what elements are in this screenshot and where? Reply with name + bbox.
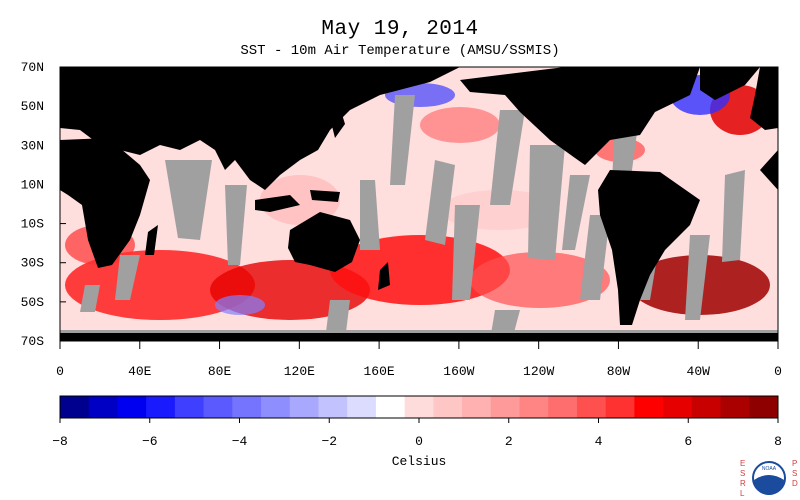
map-subtitle: SST - 10m Air Temperature (AMSU/SSMIS) <box>240 43 560 59</box>
colorbar-tick-label: −4 <box>232 434 248 449</box>
colorbar-swatch <box>749 396 779 418</box>
colorbar-swatch <box>519 396 549 418</box>
lat-label: 10S <box>21 217 45 232</box>
lon-label: 0 <box>774 364 782 379</box>
lon-label: 40W <box>687 364 711 379</box>
lon-label: 160W <box>443 364 474 379</box>
colorbar-swatch <box>691 396 722 418</box>
colorbar-swatch <box>375 396 406 418</box>
colorbar-swatch <box>146 396 176 418</box>
colorbar-ticks: −8 −6 −4 −2 0 2 4 6 8 <box>52 418 782 449</box>
lon-label: 120W <box>523 364 554 379</box>
land-masses <box>60 67 778 341</box>
colorbar-swatch <box>605 396 635 418</box>
colorbar-swatch <box>60 396 90 418</box>
svg-text:S: S <box>792 469 797 478</box>
colorbar-swatch <box>261 396 291 418</box>
colorbar-unit-label: Celsius <box>392 454 447 469</box>
colorbar-swatch <box>347 396 377 418</box>
colorbar-swatch <box>433 396 463 418</box>
lon-label: 80W <box>607 364 631 379</box>
lat-label: 50N <box>21 99 44 114</box>
lat-label: 10N <box>21 177 44 192</box>
colorbar-tick-label: 0 <box>415 434 423 449</box>
lat-label: 30S <box>21 256 45 271</box>
psd-letters: P <box>792 459 797 468</box>
colorbar <box>59 395 779 419</box>
lon-label: 160E <box>364 364 395 379</box>
svg-text:L: L <box>740 489 745 498</box>
lon-label: 0 <box>56 364 64 379</box>
colorbar-swatch <box>663 396 693 418</box>
lat-label: 30N <box>21 138 44 153</box>
svg-text:D: D <box>792 479 798 488</box>
lat-label: 70N <box>21 60 44 75</box>
colorbar-swatch <box>548 396 578 418</box>
noaa-wave <box>754 475 784 495</box>
svg-text:R: R <box>740 479 746 488</box>
colorbar-swatch <box>720 396 750 418</box>
noaa-logo: E S R L NOAA P S D <box>740 459 798 498</box>
colorbar-swatch <box>289 396 319 418</box>
colorbar-tick-label: 2 <box>505 434 513 449</box>
map-frame <box>59 66 779 342</box>
lon-label: 80E <box>208 364 232 379</box>
lon-label: 120E <box>284 364 315 379</box>
longitude-axis: 0 40E 80E 120E 160E 160W 120W 80W 40W 0 <box>56 341 782 379</box>
colorbar-swatch <box>462 396 492 418</box>
colorbar-swatch <box>232 396 262 418</box>
colorbar-tick-label: 8 <box>774 434 782 449</box>
colorbar-swatch <box>117 396 147 418</box>
svg-text:S: S <box>740 469 745 478</box>
colorbar-swatch <box>174 396 205 418</box>
colorbar-tick-label: −2 <box>321 434 337 449</box>
lat-label: 50S <box>21 295 45 310</box>
colorbar-swatch <box>318 396 348 418</box>
colorbar-swatch <box>404 396 434 418</box>
lat-label: 70S <box>21 334 45 349</box>
map-title: May 19, 2014 <box>321 18 479 41</box>
colorbar-swatch <box>203 396 233 418</box>
colorbar-tick-label: −8 <box>52 434 68 449</box>
lon-label: 40E <box>128 364 152 379</box>
noaa-logo-text: NOAA <box>762 466 777 472</box>
latitude-axis: 70N 50N 30N 10N 10S 30S 50S 70S <box>21 60 66 349</box>
colorbar-tick-label: −6 <box>142 434 158 449</box>
colorbar-swatch <box>576 396 607 418</box>
colorbar-tick-label: 6 <box>684 434 692 449</box>
colorbar-tick-label: 4 <box>595 434 603 449</box>
colorbar-swatch <box>634 396 664 418</box>
colorbar-swatch <box>490 396 521 418</box>
colorbar-swatch <box>88 396 118 418</box>
esrl-letters: E <box>740 459 745 468</box>
map-area <box>59 66 779 342</box>
